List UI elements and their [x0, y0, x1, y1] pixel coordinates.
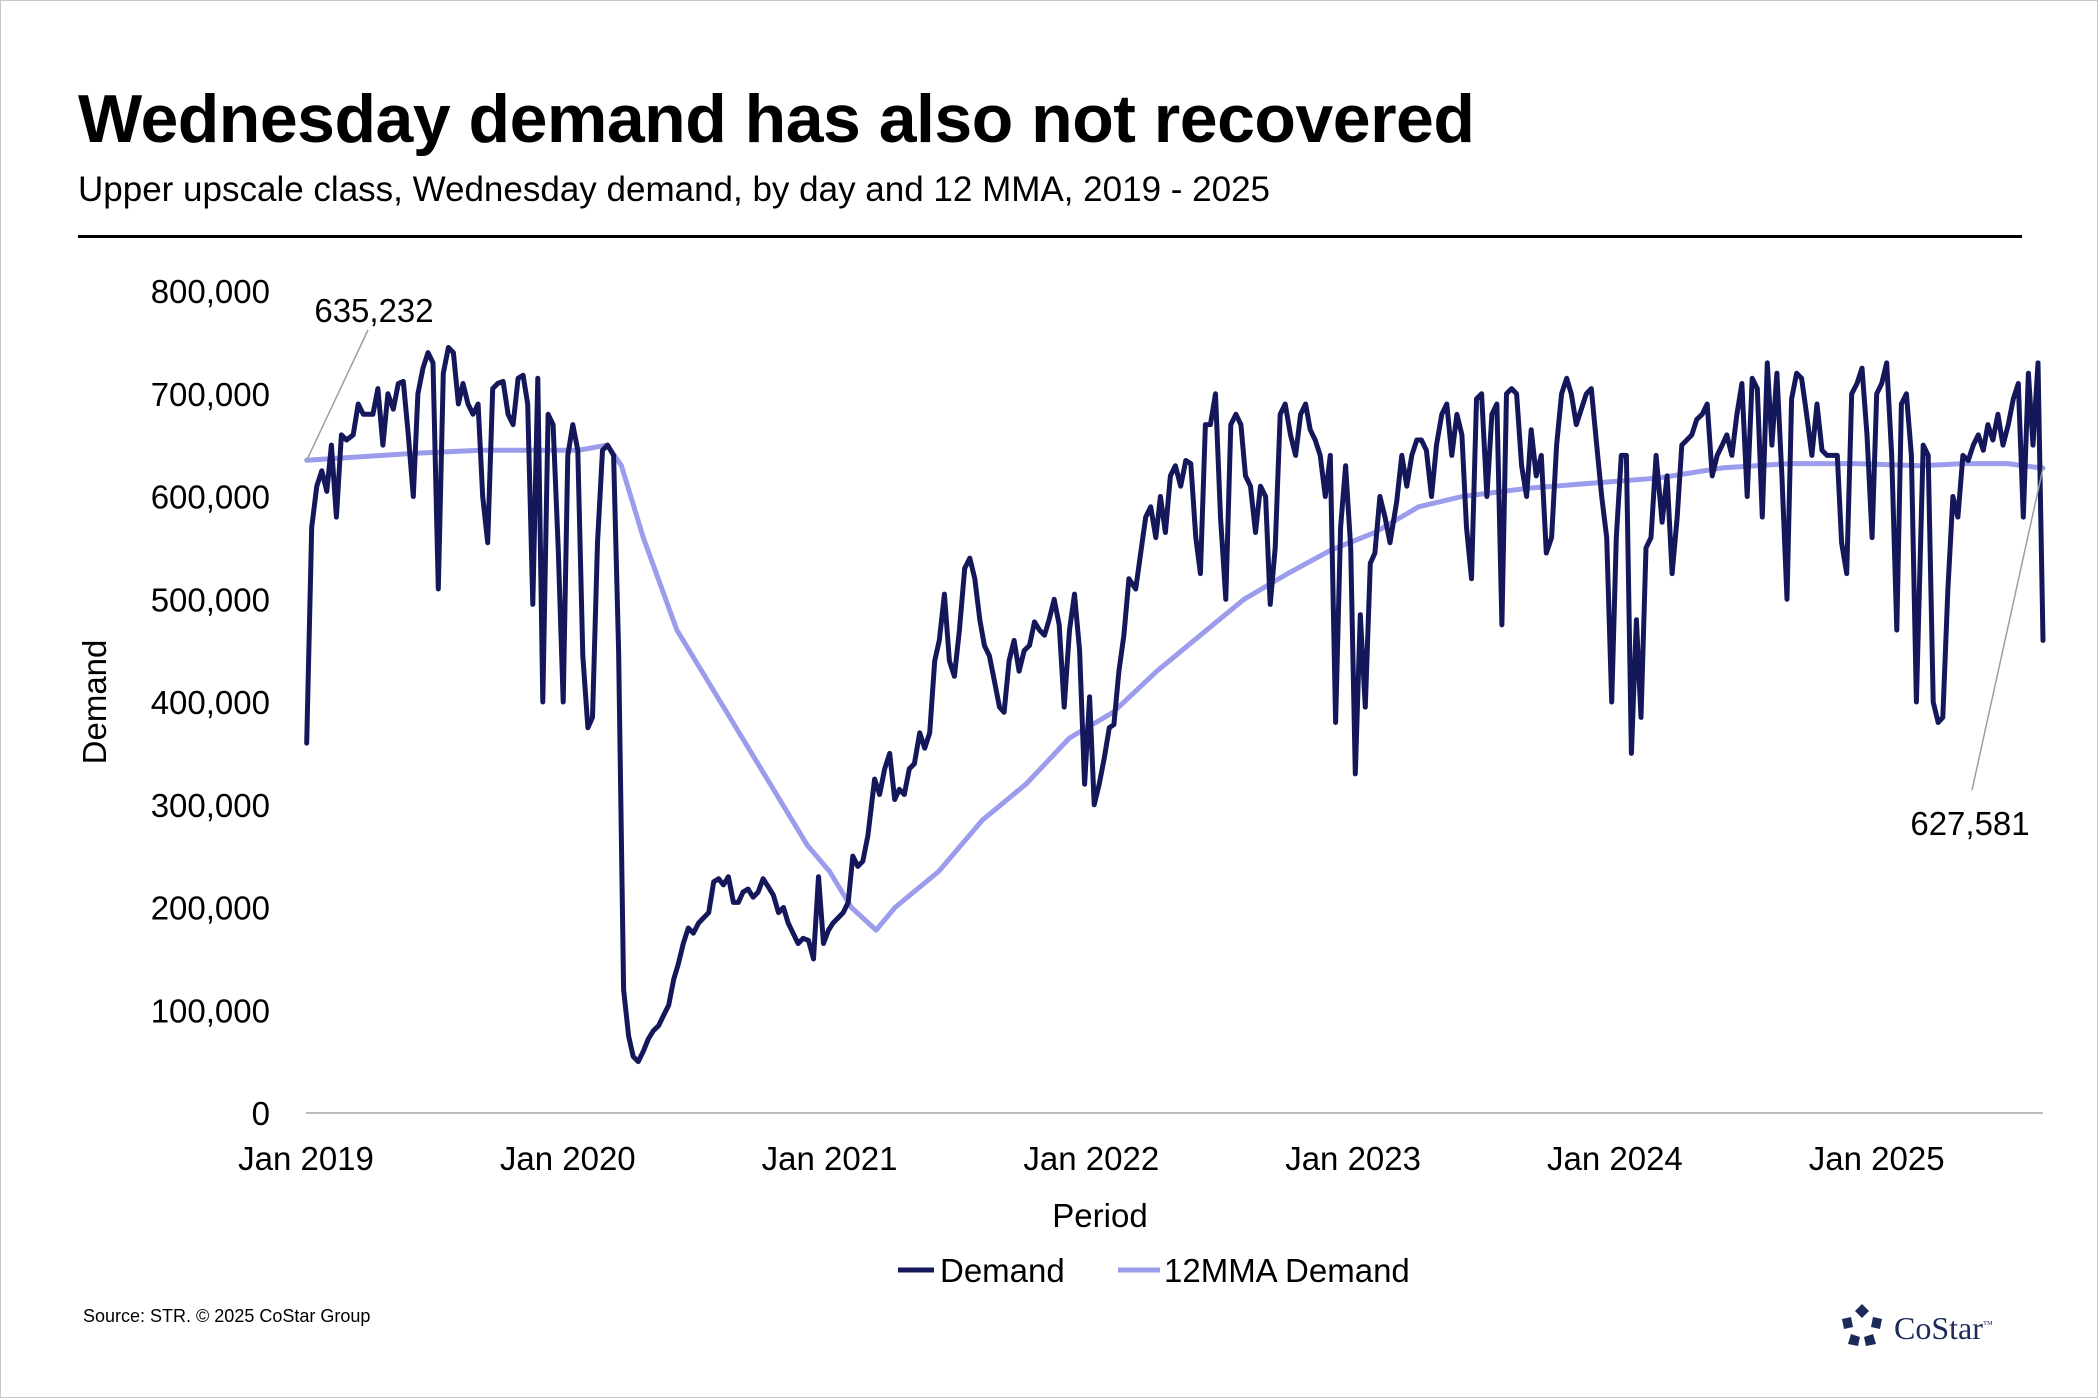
x-axis-title: Period	[1052, 1197, 1147, 1234]
logo-text: CoStar™	[1894, 1310, 1993, 1347]
logo-wordmark: CoStar	[1894, 1310, 1983, 1346]
chart-title: Wednesday demand has also not recovered	[78, 81, 1475, 157]
title-rule	[78, 235, 2022, 238]
y-tick-label: 700,000	[151, 376, 270, 413]
y-tick-label: 300,000	[151, 787, 270, 824]
x-tick-label: Jan 2025	[1809, 1140, 1945, 1177]
legend-label-demand: Demand	[940, 1252, 1065, 1289]
annotation-callout-line	[1971, 467, 2044, 791]
source-note: Source: STR. © 2025 CoStar Group	[83, 1306, 371, 1326]
annotation-callout-line	[306, 329, 369, 461]
y-tick-label: 200,000	[151, 890, 270, 927]
x-tick-label: Jan 2019	[238, 1140, 374, 1177]
x-tick-label: Jan 2024	[1547, 1140, 1683, 1177]
y-tick-label: 0	[252, 1095, 270, 1132]
y-tick-label: 100,000	[151, 992, 270, 1029]
y-tick-label: 500,000	[151, 581, 270, 618]
chart-subtitle: Upper upscale class, Wednesday demand, b…	[78, 170, 1270, 209]
costar-logo: CoStar™	[1838, 1300, 2008, 1356]
costar-star-icon	[1842, 1304, 1882, 1346]
annotation-end-label: 627,581	[1910, 805, 2029, 842]
logo-trademark: ™	[1982, 1319, 1993, 1331]
y-tick-label: 800,000	[151, 273, 270, 310]
demand-series-line	[304, 345, 2046, 1065]
legend-label-mma: 12MMA Demand	[1164, 1252, 1410, 1289]
y-axis-title: Demand	[76, 640, 113, 765]
x-tick-label: Jan 2020	[500, 1140, 636, 1177]
annotation-start-label: 635,232	[314, 292, 433, 329]
x-tick-label: Jan 2022	[1023, 1140, 1159, 1177]
y-tick-label: 600,000	[151, 479, 270, 516]
x-tick-label: Jan 2023	[1285, 1140, 1421, 1177]
x-tick-label: Jan 2021	[762, 1140, 898, 1177]
y-tick-label: 400,000	[151, 684, 270, 721]
